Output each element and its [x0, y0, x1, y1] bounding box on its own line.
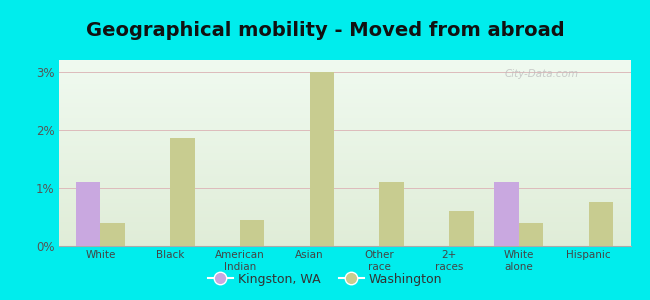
Bar	[589, 202, 613, 246]
Bar	[449, 211, 474, 246]
Bar	[519, 223, 543, 246]
Bar	[309, 72, 334, 246]
Text: City-Data.com: City-Data.com	[504, 69, 578, 79]
Bar	[495, 182, 519, 246]
Legend: Kingston, WA, Washington: Kingston, WA, Washington	[203, 268, 447, 291]
Bar	[380, 182, 404, 246]
Bar	[76, 182, 100, 246]
Bar	[100, 223, 125, 246]
Bar	[240, 220, 265, 246]
Bar	[170, 139, 194, 246]
Text: Geographical mobility - Moved from abroad: Geographical mobility - Moved from abroa…	[86, 21, 564, 40]
